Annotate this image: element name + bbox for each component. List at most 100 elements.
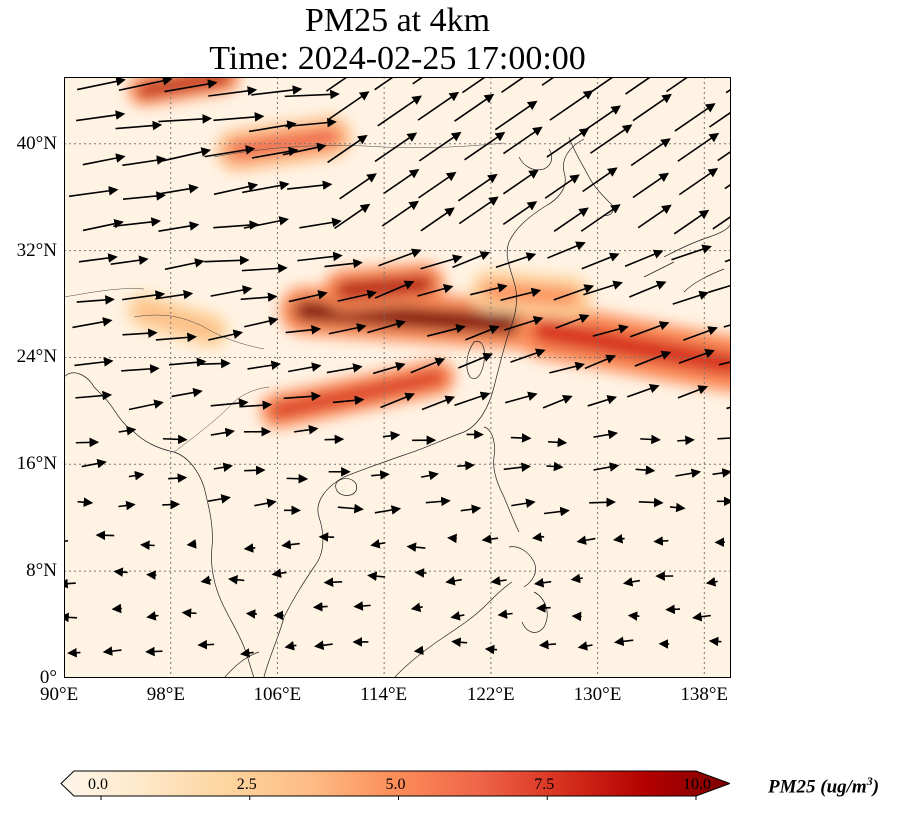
- wind-arrow: [414, 568, 427, 578]
- map-title-line2: Time: 2024-02-25 17:00:00: [209, 40, 586, 77]
- wind-arrow: [544, 174, 580, 199]
- map-canvas: [64, 77, 731, 678]
- map-title-line1: PM25 at 4km: [304, 2, 491, 39]
- colorbar-tick-label: 10.0: [683, 776, 711, 793]
- wind-arrow: [164, 258, 205, 271]
- wind-arrow: [673, 209, 710, 235]
- wind-arrow: [240, 400, 273, 410]
- wind-arrow: [708, 636, 722, 647]
- wind-arrow: [76, 295, 115, 305]
- wind-arrow: [464, 131, 506, 161]
- wind-arrow: [465, 325, 500, 341]
- wind-arrow: [547, 241, 586, 259]
- wind-arrow: [427, 323, 466, 337]
- wind-arrow: [323, 577, 343, 587]
- wind-arrow: [709, 111, 731, 128]
- wind-arrow: [589, 124, 633, 154]
- wind-arrow: [75, 390, 113, 401]
- wind-arrow: [612, 534, 625, 544]
- wind-arrow: [555, 314, 590, 329]
- wind-arrow: [374, 505, 402, 515]
- wind-arrow: [677, 435, 695, 446]
- wind-arrow: [582, 105, 622, 132]
- wind-arrow: [584, 354, 616, 370]
- wind-arrow: [531, 532, 545, 542]
- wind-arrow: [210, 427, 235, 438]
- wind-arrow: [288, 290, 328, 303]
- wind-arrow: [638, 497, 664, 508]
- wind-arrow: [630, 138, 671, 167]
- wind-arrow: [204, 145, 256, 158]
- wind-arrow: [678, 348, 715, 364]
- wind-arrow: [593, 462, 620, 472]
- philippines-coastline: [483, 426, 548, 633]
- colorbar-tick-label: 7.5: [534, 776, 555, 793]
- wind-arrow: [671, 244, 712, 261]
- wind-arrow: [146, 611, 159, 621]
- wind-arrow: [210, 285, 253, 297]
- wind-arrow: [243, 216, 289, 229]
- wind-arrow: [213, 462, 233, 472]
- wind-arrow: [377, 95, 423, 127]
- colorbar-gradient: [60, 770, 730, 797]
- wind-arrow: [248, 120, 297, 133]
- pm25-plume-core: [482, 281, 580, 307]
- wind-arrow: [245, 609, 257, 619]
- wind-arrow: [337, 503, 364, 514]
- wind-arrow: [283, 391, 322, 402]
- y-tick-label: 16°N: [16, 453, 57, 475]
- wind-arrow: [632, 172, 670, 199]
- taiwan-coastline: [466, 341, 485, 379]
- indochina-coastline: [263, 138, 585, 678]
- wind-arrow: [546, 127, 590, 158]
- colorbar-tick-label: 5.0: [385, 776, 406, 793]
- wind-arrow: [637, 204, 672, 229]
- y-tick-label: 0°: [39, 667, 57, 688]
- gridlines: [64, 77, 731, 678]
- wind-arrow: [113, 567, 128, 577]
- wind-arrow: [155, 289, 194, 300]
- wind-arrow: [541, 77, 556, 86]
- wind-arrow: [460, 504, 482, 514]
- wind-arrow: [367, 319, 406, 334]
- wind-arrow: [454, 93, 495, 122]
- wind-arrow: [546, 461, 564, 472]
- wind-arrow: [208, 86, 258, 97]
- wind-arrow: [122, 328, 158, 339]
- wind-arrow: [113, 217, 161, 228]
- wind-arrow: [495, 252, 537, 268]
- wind-arrow: [723, 324, 731, 328]
- wind-arrow: [227, 574, 245, 585]
- wind-arrow: [196, 358, 231, 369]
- map-panel: [64, 77, 731, 678]
- wind-arrow: [213, 220, 260, 230]
- wind-arrow: [502, 201, 538, 226]
- wind-arrow: [500, 287, 542, 301]
- wind-arrow: [383, 169, 420, 195]
- wind-arrow: [285, 117, 337, 128]
- wind-arrow: [337, 289, 377, 302]
- wind-arrow: [314, 640, 333, 651]
- border-lines: [64, 142, 505, 453]
- wind-arrow: [76, 110, 126, 122]
- wind-arrow: [200, 575, 212, 585]
- wind-arrow: [111, 603, 122, 614]
- wind-arrow: [450, 611, 465, 621]
- wind-arrow: [118, 500, 136, 511]
- x-tick-label: 90°E: [40, 684, 79, 705]
- wind-vectors: [64, 77, 731, 658]
- wind-arrow: [678, 167, 719, 196]
- wind-arrow: [708, 284, 731, 294]
- wind-arrow: [326, 363, 363, 374]
- wind-arrow: [451, 637, 468, 648]
- pm25-plume-core: [137, 77, 231, 97]
- wind-arrow: [675, 468, 702, 478]
- wind-arrow: [418, 131, 462, 162]
- wind-arrow: [502, 126, 543, 155]
- wind-arrow: [510, 348, 546, 363]
- wind-arrow: [458, 196, 499, 225]
- wind-arrow: [156, 184, 199, 195]
- wind-arrow: [297, 251, 343, 262]
- wind-arrow: [553, 284, 595, 301]
- wind-arrow: [122, 290, 166, 301]
